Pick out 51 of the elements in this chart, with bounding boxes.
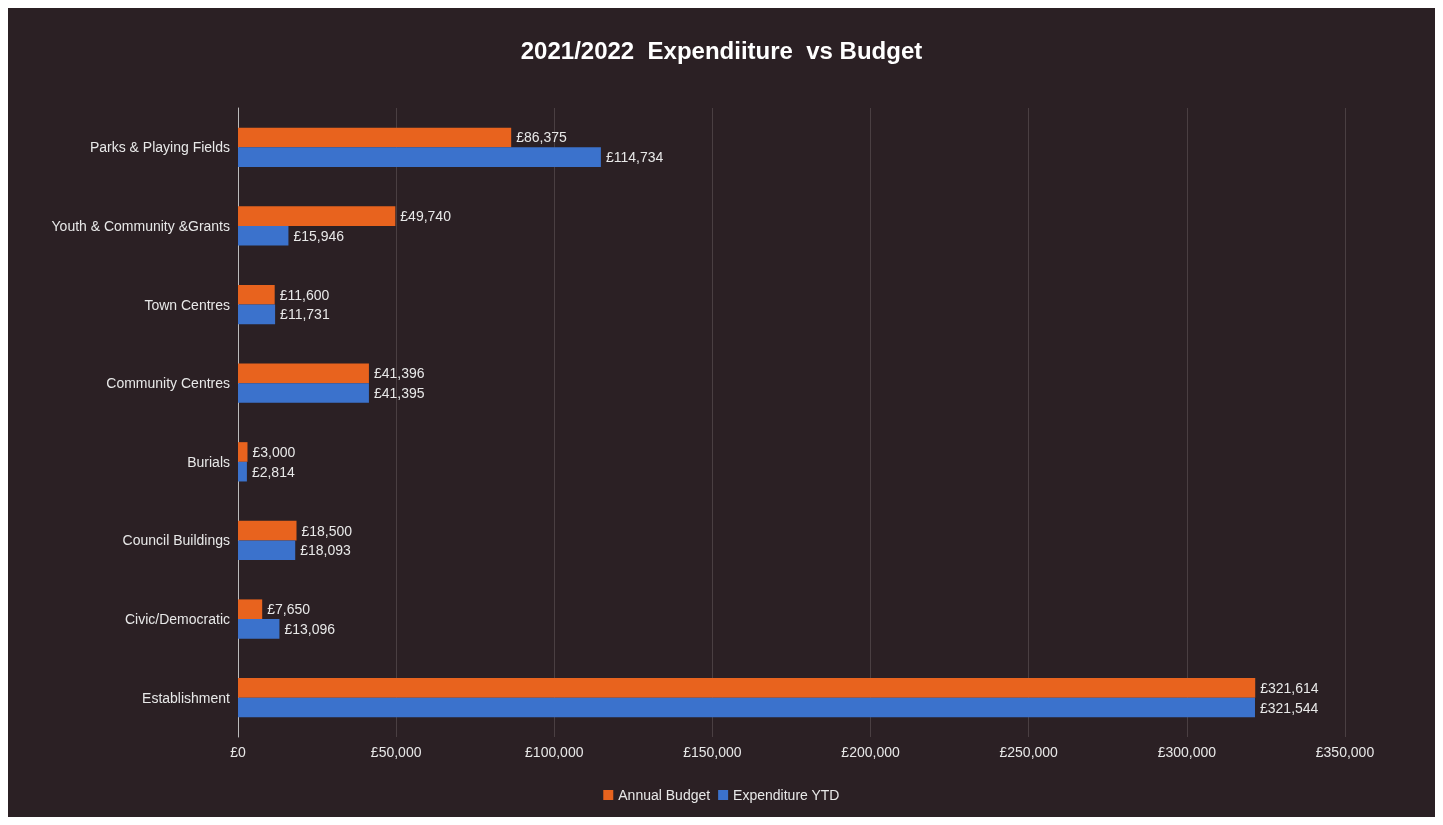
y-tick-label: Town Centres — [144, 296, 230, 313]
data-label: £41,396 — [373, 365, 425, 382]
y-tick-label: Community Centres — [106, 375, 230, 392]
legend-label: Expenditure YTD — [733, 787, 840, 803]
data-label: £49,740 — [400, 208, 452, 225]
data-label: £86,375 — [516, 129, 568, 146]
x-tick-label: £250,000 — [999, 744, 1059, 760]
data-label: £3,000 — [252, 443, 296, 460]
y-tick-label: Youth & Community &Grants — [51, 217, 230, 234]
y-tick-label: Parks & Playing Fields — [89, 139, 230, 156]
bar — [238, 442, 248, 462]
bar — [238, 304, 276, 325]
x-tick-label: £50,000 — [370, 744, 422, 760]
x-tick-label: £150,000 — [683, 744, 742, 760]
bar — [238, 599, 263, 620]
data-label: £11,731 — [280, 306, 330, 323]
data-label: £13,096 — [284, 620, 336, 637]
bar — [238, 697, 1255, 718]
x-tick-label: £0 — [230, 744, 246, 760]
bar — [238, 540, 296, 561]
y-tick-label: Council Buildings — [122, 532, 230, 549]
x-tick-label: £200,000 — [841, 744, 900, 760]
bar — [238, 206, 396, 226]
x-tick-label: £300,000 — [1157, 744, 1217, 760]
bar — [238, 461, 247, 482]
data-label: £321,544 — [1260, 699, 1319, 716]
bar — [238, 284, 275, 305]
data-label: £321,614 — [1260, 679, 1319, 696]
data-label: £2,814 — [251, 463, 295, 480]
y-tick-label: Civic/Democratic — [124, 611, 230, 628]
x-tick-label: £350,000 — [1315, 744, 1375, 760]
chart-title: 2021/2022 Expendiiture vs Budget — [520, 36, 923, 64]
y-tick-label: Establishment — [142, 689, 231, 706]
legend-label: Annual Budget — [618, 787, 711, 803]
bar — [238, 225, 289, 246]
data-label: £11,600 — [279, 286, 330, 303]
bar — [238, 363, 369, 384]
bar — [238, 127, 512, 148]
x-tick-label: £100,000 — [525, 744, 584, 760]
y-tick-label: Burials — [187, 453, 230, 470]
bar — [238, 520, 297, 541]
data-label: £15,946 — [293, 227, 345, 244]
bar — [238, 383, 369, 403]
bar — [238, 147, 601, 167]
bar — [238, 619, 280, 639]
data-label: £41,395 — [373, 385, 425, 402]
data-label: £114,734 — [605, 149, 664, 166]
data-label: £18,500 — [301, 522, 353, 539]
data-label: £18,093 — [300, 542, 352, 559]
data-label: £7,650 — [267, 601, 311, 618]
bar — [238, 678, 1256, 698]
